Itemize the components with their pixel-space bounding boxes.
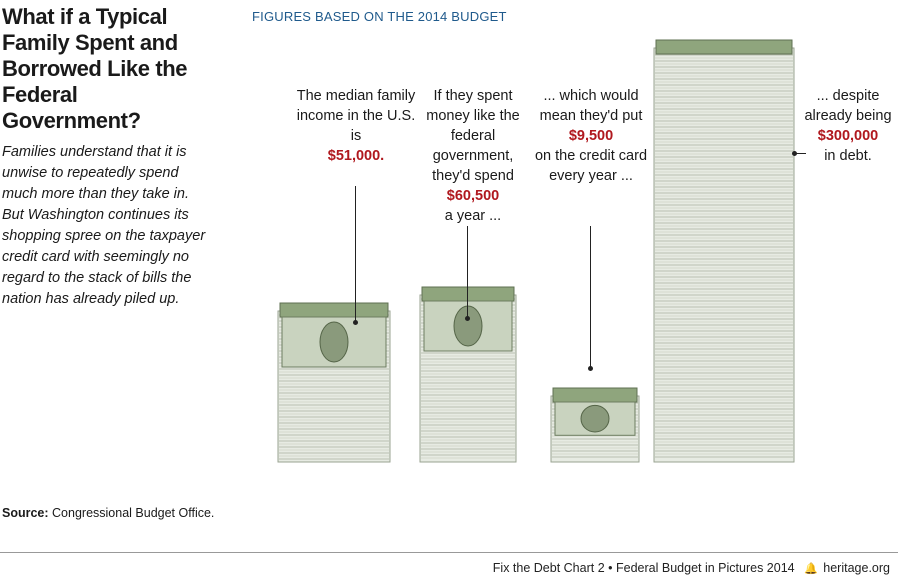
figures-label: FIGURES BASED ON THE 2014 BUDGET [252,9,507,24]
annotation-borrowing-post: on the credit card every year ... [534,148,648,184]
bill-top-face-1 [421,286,515,302]
annotation-borrowing-amount: $9,500 [568,128,614,144]
intro-paragraph: Families understand that it is unwise to… [2,144,206,307]
annotation-debt-post: in debt. [824,148,872,164]
money-stack-2 [550,387,640,463]
annotation-borrowing: ... which would mean they'd put $9,500 o… [532,86,650,186]
source-text: Congressional Budget Office. [52,506,215,520]
footer-divider [0,552,898,553]
footer-separator: • [608,561,613,575]
leader-dot-debt [792,151,797,156]
leader-line-income [355,186,356,322]
annotation-debt: ... despite already being $300,000 in de… [802,86,894,166]
annotation-debt-amount: $300,000 [817,128,879,144]
annotation-debt-text: ... despite already being [804,88,892,124]
bill-top-face-3 [655,39,793,55]
annotation-income-text: The median family income in the U.S. is [296,88,416,144]
annotation-spending-amount: $60,500 [446,188,500,204]
stack-body-3 [653,47,795,463]
bill-top-face-2 [552,387,638,403]
bill-top-face-0 [279,302,389,318]
money-stack-3 [653,39,795,463]
annotation-borrowing-text: ... which would mean they'd put [539,88,643,124]
footer-publication: Federal Budget in Pictures 2014 [616,561,795,575]
leader-dot-spending [465,316,470,321]
leader-line-debt [794,153,806,154]
liberty-bell-icon: 🔔 [804,563,818,575]
leader-dot-income [353,320,358,325]
bill-portrait-1 [453,305,483,347]
annotation-income-amount: $51,000. [327,148,385,164]
bill-portrait-0 [319,321,349,363]
money-stack-1 [419,286,517,463]
source-note: Source: Congressional Budget Office. [2,506,214,520]
footer: Fix the Debt Chart 2 • Federal Budget in… [493,561,890,575]
chart-title: What if a Typical Family Spent and Borro… [2,4,188,133]
money-stack-0 [277,302,391,463]
annotation-spending-text: If they spent money like the federal gov… [426,88,520,184]
leader-dot-borrowing [588,366,593,371]
footer-chart-id: Fix the Debt Chart 2 [492,561,605,575]
annotation-spending-post: a year ... [444,208,502,224]
source-label: Source: [2,506,49,520]
leader-line-spending [467,226,468,318]
annotation-spending: If they spent money like the federal gov… [418,86,528,226]
bill-portrait-2 [580,404,610,433]
leader-line-borrowing [590,226,591,368]
footer-site-link[interactable]: heritage.org [823,561,890,575]
annotation-income: The median family income in the U.S. is … [296,86,416,166]
